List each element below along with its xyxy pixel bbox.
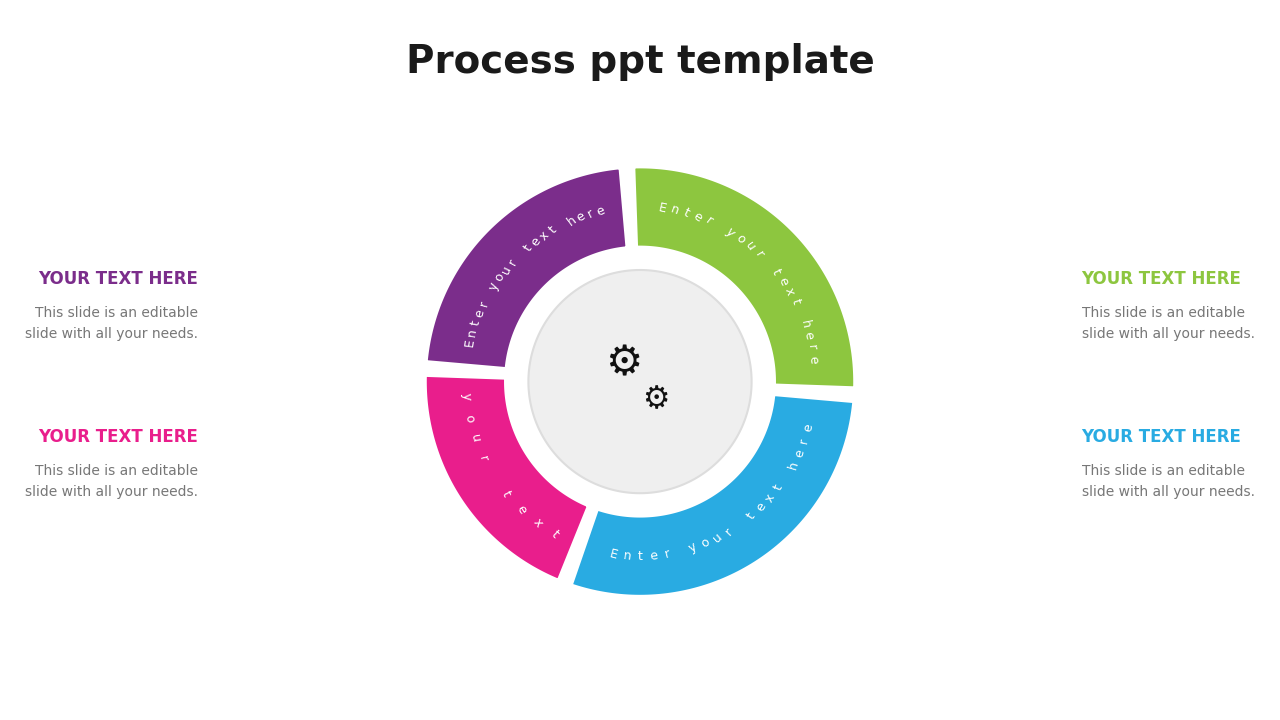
Text: o: o <box>733 232 748 246</box>
Text: e: e <box>595 204 607 219</box>
Text: x: x <box>538 228 552 243</box>
Text: e: e <box>801 330 815 341</box>
Text: y: y <box>460 393 472 401</box>
Text: o: o <box>493 271 507 284</box>
Text: r: r <box>723 525 736 538</box>
Text: ⚙: ⚙ <box>605 343 643 384</box>
Text: YOUR TEXT HERE: YOUR TEXT HERE <box>1082 428 1242 446</box>
Text: t: t <box>637 549 643 563</box>
Text: E: E <box>463 338 477 347</box>
Text: u: u <box>467 433 483 444</box>
Text: t: t <box>788 297 803 306</box>
Text: r: r <box>585 207 596 221</box>
Text: This slide is an editable
slide with all your needs.: This slide is an editable slide with all… <box>1082 306 1254 341</box>
Text: r: r <box>663 547 671 561</box>
Text: This slide is an editable
slide with all your needs.: This slide is an editable slide with all… <box>26 464 198 499</box>
Polygon shape <box>632 166 856 389</box>
Text: t: t <box>769 266 782 276</box>
Text: e: e <box>649 549 658 562</box>
Text: This slide is an editable
slide with all your needs.: This slide is an editable slide with all… <box>26 306 198 341</box>
Text: t: t <box>468 319 483 326</box>
Text: This slide is an editable
slide with all your needs.: This slide is an editable slide with all… <box>1082 464 1254 499</box>
Text: YOUR TEXT HERE: YOUR TEXT HERE <box>38 428 198 446</box>
Text: e: e <box>806 355 820 364</box>
Text: y: y <box>686 541 699 555</box>
Polygon shape <box>529 270 751 493</box>
Text: t: t <box>772 482 786 492</box>
Text: E: E <box>608 547 620 562</box>
Text: YOUR TEXT HERE: YOUR TEXT HERE <box>38 270 198 288</box>
Polygon shape <box>507 248 773 515</box>
Text: e: e <box>575 210 588 225</box>
Text: o: o <box>462 413 476 423</box>
Text: n: n <box>466 328 480 338</box>
Text: t: t <box>499 489 513 499</box>
Text: h: h <box>797 319 812 329</box>
Text: E: E <box>657 201 668 216</box>
Text: r: r <box>476 300 490 308</box>
Text: Process ppt template: Process ppt template <box>406 43 874 81</box>
Text: e: e <box>472 307 486 318</box>
Text: y: y <box>486 280 502 292</box>
Text: y: y <box>723 225 737 239</box>
Text: u: u <box>499 263 513 276</box>
Text: t: t <box>521 242 535 253</box>
Text: h: h <box>564 213 579 228</box>
Text: e: e <box>529 235 544 248</box>
Text: e: e <box>691 210 704 225</box>
Text: x: x <box>782 286 796 297</box>
Text: x: x <box>763 492 778 504</box>
Text: n: n <box>668 203 680 218</box>
Text: r: r <box>476 454 490 462</box>
Text: o: o <box>699 536 713 551</box>
Text: e: e <box>792 448 806 459</box>
Text: u: u <box>742 239 758 253</box>
Text: t: t <box>745 510 758 522</box>
Text: YOUR TEXT HERE: YOUR TEXT HERE <box>1082 270 1242 288</box>
Text: t: t <box>549 528 562 541</box>
Text: t: t <box>547 224 559 236</box>
Text: r: r <box>797 437 812 444</box>
Text: u: u <box>710 531 724 546</box>
Text: e: e <box>776 275 790 287</box>
Text: e: e <box>754 500 769 514</box>
Text: n: n <box>622 549 632 563</box>
Text: x: x <box>530 516 545 530</box>
Polygon shape <box>570 393 855 598</box>
Text: r: r <box>506 256 520 267</box>
Text: r: r <box>804 344 818 351</box>
Text: r: r <box>753 248 765 259</box>
Text: e: e <box>513 503 529 516</box>
Text: h: h <box>786 459 801 471</box>
Polygon shape <box>424 374 590 582</box>
Text: ⚙: ⚙ <box>643 385 669 414</box>
Text: t: t <box>681 207 691 220</box>
Text: e: e <box>801 423 815 433</box>
Polygon shape <box>425 166 628 370</box>
Polygon shape <box>529 270 751 493</box>
Text: r: r <box>703 215 714 228</box>
